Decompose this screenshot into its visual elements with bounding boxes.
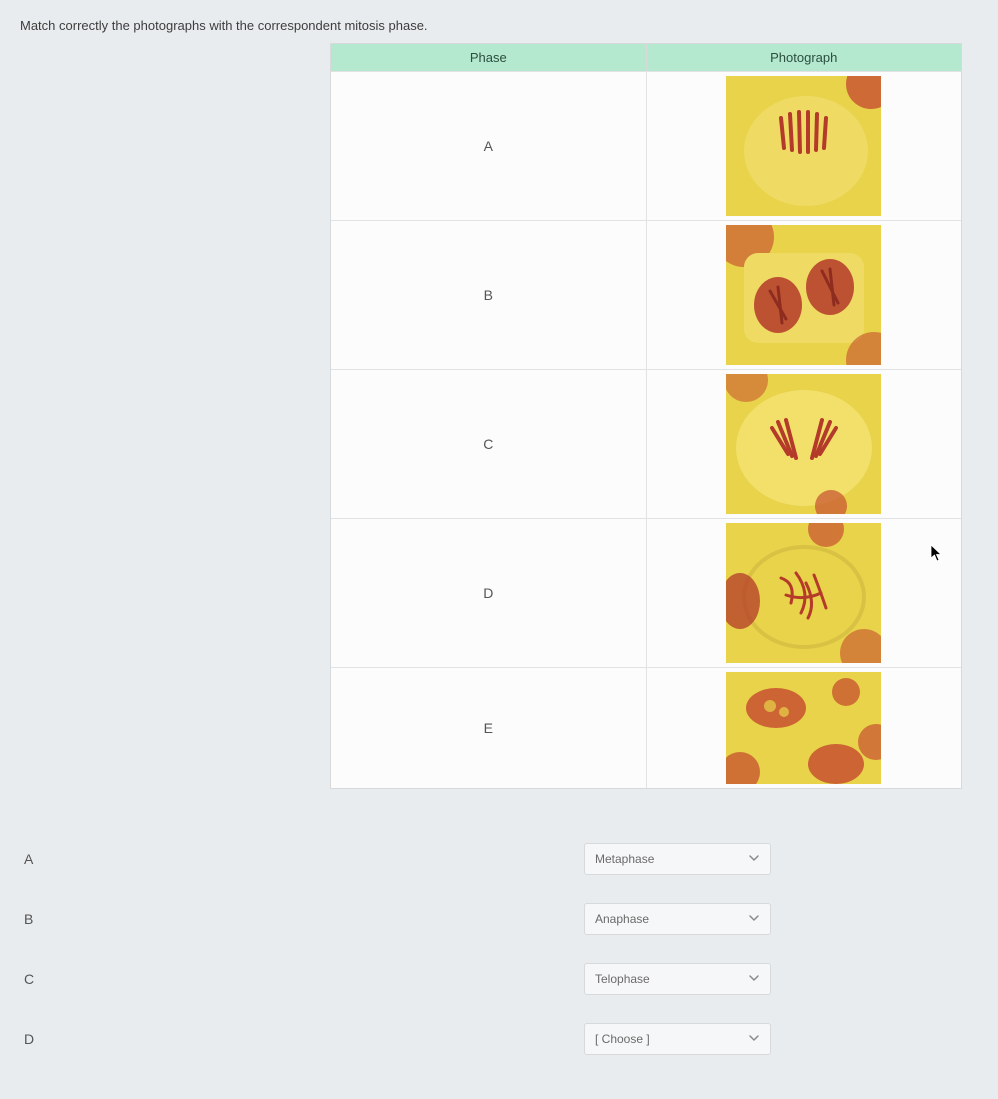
- phase-cell: E: [331, 668, 647, 788]
- answer-label-d: D: [20, 1031, 584, 1047]
- photo-b: [726, 225, 881, 365]
- phase-label: B: [484, 287, 493, 303]
- answer-row: A Metaphase: [20, 829, 978, 889]
- photo-e: [726, 672, 881, 784]
- photo-a: [726, 76, 881, 216]
- col-header-phase: Phase: [331, 44, 647, 71]
- select-c[interactable]: Telophase: [584, 963, 771, 995]
- chevron-down-icon: [748, 852, 760, 867]
- instruction-text: Match correctly the photographs with the…: [20, 18, 978, 33]
- select-value: [ Choose ]: [595, 1032, 650, 1046]
- select-value: Anaphase: [595, 912, 649, 926]
- mitosis-table: Phase Photograph A: [330, 43, 962, 789]
- phase-cell: C: [331, 370, 647, 518]
- answer-section: A Metaphase B Anaphase C Telophase: [20, 829, 978, 1069]
- table-row: C: [331, 369, 961, 518]
- answer-label-c: C: [20, 971, 584, 987]
- answer-label-a: A: [20, 851, 584, 867]
- select-d[interactable]: [ Choose ]: [584, 1023, 771, 1055]
- answer-row: C Telophase: [20, 949, 978, 1009]
- photograph-cell: [647, 72, 962, 220]
- chevron-down-icon: [748, 1032, 760, 1047]
- answer-row: B Anaphase: [20, 889, 978, 949]
- table-row: D: [331, 518, 961, 667]
- photograph-cell: [647, 221, 962, 369]
- select-value: Telophase: [595, 972, 650, 986]
- col-header-photograph: Photograph: [647, 44, 962, 71]
- phase-cell: D: [331, 519, 647, 667]
- phase-label: E: [484, 720, 493, 736]
- table-row: A: [331, 71, 961, 220]
- phase-cell: A: [331, 72, 647, 220]
- photograph-cell: [647, 668, 962, 788]
- select-a[interactable]: Metaphase: [584, 843, 771, 875]
- phase-cell: B: [331, 221, 647, 369]
- phase-label: A: [484, 138, 493, 154]
- phase-label: C: [483, 436, 493, 452]
- photo-d: [726, 523, 881, 663]
- select-b[interactable]: Anaphase: [584, 903, 771, 935]
- photo-c: [726, 374, 881, 514]
- table-header-row: Phase Photograph: [331, 44, 961, 71]
- select-value: Metaphase: [595, 852, 654, 866]
- answer-row: D [ Choose ]: [20, 1009, 978, 1069]
- table-row: B: [331, 220, 961, 369]
- chevron-down-icon: [748, 912, 760, 927]
- photograph-cell: [647, 519, 962, 667]
- photograph-cell: [647, 370, 962, 518]
- phase-label: D: [483, 585, 493, 601]
- chevron-down-icon: [748, 972, 760, 987]
- answer-label-b: B: [20, 911, 584, 927]
- table-row: E: [331, 667, 961, 788]
